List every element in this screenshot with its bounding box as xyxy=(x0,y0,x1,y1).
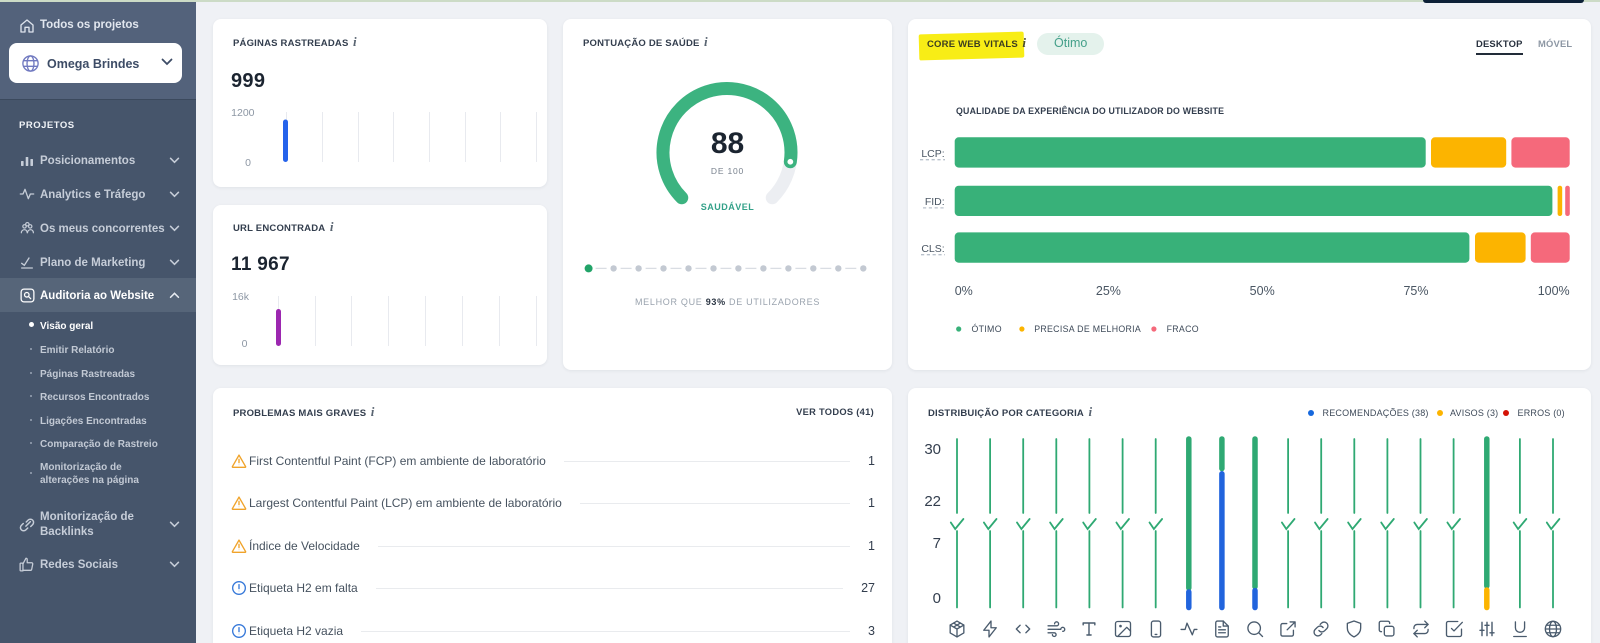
svg-text:ÓTIMO: ÓTIMO xyxy=(972,324,1002,334)
svg-text:1200: 1200 xyxy=(231,107,255,119)
svg-text:FRACO: FRACO xyxy=(1167,324,1199,334)
svg-text:CLS:: CLS: xyxy=(921,243,944,255)
svg-text:0: 0 xyxy=(933,590,941,607)
svg-text:16k: 16k xyxy=(232,291,250,303)
svg-text:7: 7 xyxy=(933,535,941,552)
svg-text:75%: 75% xyxy=(1403,284,1428,298)
svg-text:22: 22 xyxy=(924,493,941,510)
svg-text:LCP:: LCP: xyxy=(921,148,944,160)
svg-text:25%: 25% xyxy=(1096,284,1121,298)
svg-text:50%: 50% xyxy=(1250,284,1275,298)
svg-text:0: 0 xyxy=(242,338,248,350)
svg-text:0%: 0% xyxy=(955,284,973,298)
svg-text:0: 0 xyxy=(245,157,251,169)
svg-text:30: 30 xyxy=(924,441,941,458)
svg-text:100%: 100% xyxy=(1538,284,1570,298)
svg-text:FID:: FID: xyxy=(925,196,945,208)
svg-text:PRECISA DE MELHORIA: PRECISA DE MELHORIA xyxy=(1034,324,1141,334)
